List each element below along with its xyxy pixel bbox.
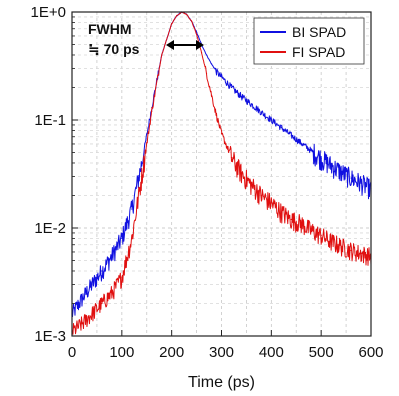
x-tick-label: 600 <box>358 344 383 361</box>
x-tick-label: 400 <box>259 344 284 361</box>
data-point <box>240 95 243 98</box>
fwhm-value: ≒ 70 ps <box>88 41 140 57</box>
data-point <box>131 208 133 210</box>
data-point <box>310 229 312 232</box>
data-point <box>191 20 193 22</box>
data-point <box>260 111 262 113</box>
x-tick-label: 500 <box>309 344 334 361</box>
data-point <box>101 302 103 305</box>
data-point <box>101 270 103 272</box>
data-point <box>240 172 243 175</box>
data-point <box>270 119 272 121</box>
data-point <box>141 175 143 178</box>
data-point <box>215 71 218 73</box>
data-point <box>205 72 208 75</box>
data-point <box>310 150 312 152</box>
x-tick-label: 100 <box>109 344 134 361</box>
data-point <box>151 110 153 113</box>
data-point <box>220 132 223 135</box>
x-tick-label: 0 <box>68 344 76 361</box>
series-line-bi-spad <box>71 11 372 318</box>
data-point <box>195 33 198 36</box>
data-point <box>330 164 332 166</box>
data-point <box>131 237 133 240</box>
data-point <box>215 114 218 117</box>
data-point <box>91 283 93 286</box>
legend-box <box>253 17 365 65</box>
x-tick-label: 200 <box>159 344 184 361</box>
data-point <box>290 218 292 221</box>
data-point <box>111 292 113 294</box>
data-point <box>360 182 362 184</box>
y-tick-labels: 1E+0 1E-1 1E-2 1E-3 <box>31 4 66 345</box>
data-point <box>280 211 282 213</box>
data-point <box>91 313 93 315</box>
x-tick-labels: 0 100 200 300 400 500 600 <box>68 344 384 361</box>
legend-label-bi-spad: BI SPAD <box>292 24 346 40</box>
data-point <box>340 171 342 173</box>
data-point <box>330 240 332 243</box>
data-point <box>250 103 252 105</box>
data-point <box>171 23 173 25</box>
data-point <box>141 162 143 164</box>
x-axis-title: Time (ps) <box>188 374 255 391</box>
data-point <box>121 276 123 278</box>
y-tick-label: 1E+0 <box>31 4 66 21</box>
data-point <box>205 54 208 56</box>
x-tick-label: 300 <box>209 344 234 361</box>
data-point <box>230 156 233 159</box>
y-tick-label: 1E-1 <box>34 112 66 129</box>
data-point <box>81 298 83 300</box>
data-point <box>300 142 302 144</box>
data-point <box>111 255 113 257</box>
data-point <box>360 252 362 255</box>
data-point <box>210 63 213 65</box>
data-point <box>230 86 233 89</box>
data-point <box>250 184 252 186</box>
fwhm-label: FWHM <box>88 21 132 37</box>
data-point <box>161 54 163 56</box>
data-point <box>290 134 292 137</box>
data-point <box>220 76 223 78</box>
data-point <box>176 15 178 17</box>
data-point <box>340 245 342 247</box>
data-point <box>260 194 262 197</box>
data-point <box>280 127 282 129</box>
data-point <box>350 249 352 252</box>
data-point <box>320 235 322 237</box>
series-layer <box>71 11 372 335</box>
fwhm-arrow <box>166 40 204 50</box>
legend: BI SPAD FI SPAD <box>253 17 365 65</box>
ticks <box>71 11 372 337</box>
data-point <box>320 157 322 160</box>
legend-label-fi-spad: FI SPAD <box>292 44 345 60</box>
data-point <box>186 13 188 16</box>
y-tick-label: 1E-2 <box>34 220 66 237</box>
data-point <box>270 202 272 204</box>
data-point <box>300 222 302 225</box>
data-point <box>200 52 203 54</box>
data-point <box>210 94 213 96</box>
data-point <box>350 177 352 179</box>
y-tick-label: 1E-3 <box>34 328 66 345</box>
data-point <box>121 237 123 240</box>
data-point <box>81 323 83 325</box>
